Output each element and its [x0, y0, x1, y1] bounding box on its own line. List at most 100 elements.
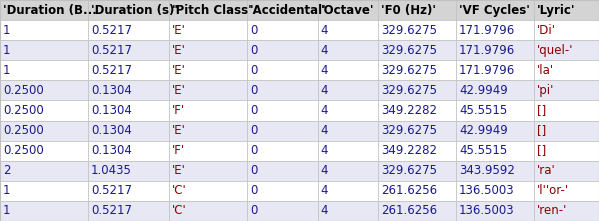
Bar — [378, 141, 456, 161]
Bar — [317, 101, 378, 120]
Text: 0: 0 — [250, 24, 257, 37]
Text: 4: 4 — [320, 184, 328, 197]
Text: 329.6275: 329.6275 — [381, 44, 437, 57]
Text: 0.1304: 0.1304 — [91, 104, 132, 117]
Bar — [317, 40, 378, 60]
Text: 0.2500: 0.2500 — [3, 124, 44, 137]
Bar — [247, 40, 317, 60]
Bar — [169, 60, 247, 80]
Bar — [0, 101, 88, 120]
Bar — [534, 181, 599, 201]
Text: []: [] — [537, 104, 546, 117]
Text: 261.6256: 261.6256 — [381, 204, 437, 217]
Bar — [247, 120, 317, 141]
Text: 4: 4 — [320, 64, 328, 77]
Bar — [456, 60, 534, 80]
Bar — [0, 141, 88, 161]
Bar — [378, 40, 456, 60]
Bar — [169, 161, 247, 181]
Text: []: [] — [537, 144, 546, 157]
Text: 'E': 'E' — [172, 44, 186, 57]
Text: 2: 2 — [3, 164, 11, 177]
Text: 45.5515: 45.5515 — [459, 104, 507, 117]
Bar — [378, 201, 456, 221]
Bar — [534, 141, 599, 161]
Text: 4: 4 — [320, 144, 328, 157]
Text: 'C': 'C' — [172, 184, 187, 197]
Bar — [317, 201, 378, 221]
Bar — [534, 20, 599, 40]
Text: 'F': 'F' — [172, 144, 185, 157]
Bar — [169, 181, 247, 201]
Bar — [88, 80, 169, 101]
Bar — [534, 80, 599, 101]
Text: 1: 1 — [3, 44, 11, 57]
Text: 0.5217: 0.5217 — [91, 44, 132, 57]
Text: 329.6275: 329.6275 — [381, 124, 437, 137]
Text: 329.6275: 329.6275 — [381, 164, 437, 177]
Text: 'l''or-': 'l''or-' — [537, 184, 569, 197]
Text: 'E': 'E' — [172, 64, 186, 77]
Bar — [0, 60, 88, 80]
Bar — [456, 161, 534, 181]
Bar — [456, 201, 534, 221]
Text: 'Pitch Class': 'Pitch Class' — [172, 4, 252, 17]
Text: 1: 1 — [3, 64, 11, 77]
Text: 0.1304: 0.1304 — [91, 144, 132, 157]
Text: 45.5515: 45.5515 — [459, 144, 507, 157]
Bar — [456, 120, 534, 141]
Bar — [378, 161, 456, 181]
Bar — [88, 101, 169, 120]
Bar — [247, 20, 317, 40]
Bar — [88, 181, 169, 201]
Text: 'ra': 'ra' — [537, 164, 555, 177]
Text: 'pi': 'pi' — [537, 84, 554, 97]
Text: 'Lyric': 'Lyric' — [537, 4, 575, 17]
Text: 'Octave': 'Octave' — [320, 4, 374, 17]
Bar — [534, 101, 599, 120]
Bar — [169, 20, 247, 40]
Text: 171.9796: 171.9796 — [459, 24, 515, 37]
Text: 4: 4 — [320, 84, 328, 97]
Bar — [378, 20, 456, 40]
Text: 261.6256: 261.6256 — [381, 184, 437, 197]
Bar — [0, 20, 88, 40]
Text: 4: 4 — [320, 204, 328, 217]
Bar — [378, 0, 456, 20]
Bar — [169, 141, 247, 161]
Text: 4: 4 — [320, 124, 328, 137]
Text: 4: 4 — [320, 44, 328, 57]
Bar — [247, 101, 317, 120]
Bar — [88, 120, 169, 141]
Bar — [247, 161, 317, 181]
Bar — [456, 181, 534, 201]
Text: 0: 0 — [250, 164, 257, 177]
Bar — [456, 101, 534, 120]
Text: 'F': 'F' — [172, 104, 185, 117]
Text: 42.9949: 42.9949 — [459, 124, 508, 137]
Bar — [169, 0, 247, 20]
Text: 'Duration (s)': 'Duration (s)' — [91, 4, 178, 17]
Bar — [317, 60, 378, 80]
Bar — [0, 0, 88, 20]
Bar — [0, 181, 88, 201]
Text: 'C': 'C' — [172, 204, 187, 217]
Text: 42.9949: 42.9949 — [459, 84, 508, 97]
Bar — [0, 40, 88, 60]
Bar — [317, 80, 378, 101]
Text: 171.9796: 171.9796 — [459, 64, 515, 77]
Bar — [247, 141, 317, 161]
Bar — [456, 80, 534, 101]
Text: 4: 4 — [320, 104, 328, 117]
Bar — [534, 120, 599, 141]
Text: 'la': 'la' — [537, 64, 554, 77]
Text: 4: 4 — [320, 24, 328, 37]
Text: 1: 1 — [3, 24, 11, 37]
Text: 329.6275: 329.6275 — [381, 24, 437, 37]
Text: 171.9796: 171.9796 — [459, 44, 515, 57]
Text: 0.5217: 0.5217 — [91, 184, 132, 197]
Text: 1: 1 — [3, 184, 11, 197]
Text: 329.6275: 329.6275 — [381, 84, 437, 97]
Text: 0: 0 — [250, 64, 257, 77]
Text: 'E': 'E' — [172, 164, 186, 177]
